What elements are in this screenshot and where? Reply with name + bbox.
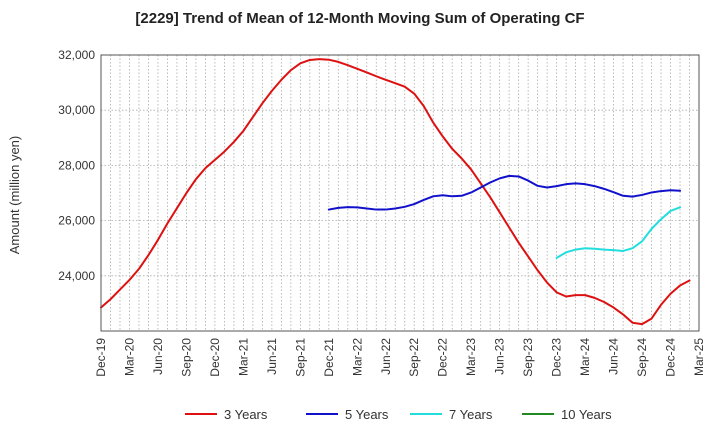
y-tick-label: 24,000 <box>58 269 95 283</box>
series-line-3-years <box>100 58 691 326</box>
x-tick-labels: Dec-19 Mar-20 Jun-20 Sep-20 Dec-20 Mar-21 Jun-… <box>94 338 706 377</box>
x-tick-label: Mar-21 <box>236 338 250 376</box>
x-tick-label: Sep-22 <box>407 338 421 377</box>
series-lines <box>100 58 691 326</box>
y-tick-label: 26,000 <box>58 214 95 228</box>
y-tick-label: 28,000 <box>58 158 95 172</box>
x-tick-label: Sep-24 <box>635 338 649 377</box>
legend-label: 7 Years <box>449 407 493 422</box>
x-tick-label: Mar-24 <box>578 338 592 376</box>
legend: 3 Years 5 Years 7 Years 10 Years <box>185 407 612 422</box>
x-tick-label: Dec-19 <box>94 338 108 377</box>
x-tick-label: Dec-23 <box>550 338 564 377</box>
x-tick-label: Mar-23 <box>464 338 478 376</box>
y-tick-label: 32,000 <box>58 48 95 62</box>
x-tick-label: Mar-22 <box>350 338 364 376</box>
grid <box>101 54 699 331</box>
y-tick-labels: 24,000 26,000 28,000 30,000 32,000 <box>58 48 95 283</box>
x-tick-label: Sep-23 <box>521 338 535 377</box>
plot-frame <box>100 54 700 332</box>
x-tick-label: Jun-23 <box>493 338 507 375</box>
x-tick-label: Mar-25 <box>692 338 706 376</box>
x-tick-label: Sep-20 <box>179 338 193 377</box>
y-tick-label: 30,000 <box>58 103 95 117</box>
legend-label: 3 Years <box>224 407 268 422</box>
legend-label: 10 Years <box>561 407 612 422</box>
x-tick-label: Sep-21 <box>293 338 307 377</box>
x-tick-label: Dec-22 <box>436 338 450 377</box>
x-tick-label: Jun-22 <box>379 338 393 375</box>
x-tick-label: Jun-21 <box>265 338 279 375</box>
series-line-5-years <box>327 174 682 211</box>
y-axis-label: Amount (million yen) <box>7 136 22 255</box>
x-tick-label: Dec-20 <box>208 338 222 377</box>
x-tick-label: Jun-24 <box>607 338 621 375</box>
chart-title: [2229] Trend of Mean of 12-Month Moving … <box>135 10 584 27</box>
x-tick-label: Jun-20 <box>151 338 165 375</box>
x-tick-label: Mar-20 <box>122 338 136 376</box>
x-tick-label: Dec-21 <box>322 338 336 377</box>
x-tick-label: Dec-24 <box>664 338 678 377</box>
legend-label: 5 Years <box>345 407 389 422</box>
series-line-7-years <box>555 206 682 259</box>
